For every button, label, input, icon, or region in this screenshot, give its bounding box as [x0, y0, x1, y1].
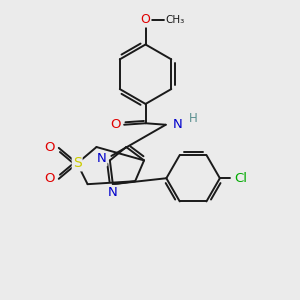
Text: H: H [189, 112, 198, 125]
Text: N: N [107, 186, 117, 199]
Text: N: N [172, 118, 182, 130]
Text: O: O [45, 141, 55, 154]
Text: CH₃: CH₃ [166, 15, 185, 25]
Text: N: N [97, 152, 106, 165]
Text: O: O [45, 172, 55, 185]
Text: Cl: Cl [235, 172, 248, 185]
Text: O: O [141, 13, 151, 26]
Text: O: O [110, 118, 121, 131]
Text: S: S [73, 156, 82, 170]
